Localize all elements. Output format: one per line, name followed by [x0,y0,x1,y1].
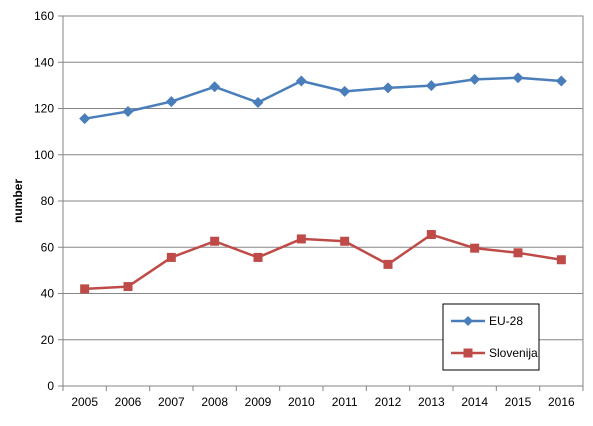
data-point-diamond [295,75,307,87]
x-tick-label: 2010 [288,395,315,409]
y-tick-label: 60 [41,240,55,254]
series-line-slovenija [84,233,562,291]
y-tick-label: 40 [41,287,55,301]
x-tick-label: 2007 [158,395,185,409]
legend-marker-square [463,348,473,358]
x-tick-label: 2009 [245,395,272,409]
data-point-diamond [425,80,437,92]
y-tick-label: 20 [41,333,55,347]
data-point-diamond [122,106,134,118]
legend-marker-diamond [463,316,473,326]
y-axis-title: number [11,179,25,223]
data-point-diamond [165,96,177,108]
gridlines [63,61,583,341]
y-tick-label: 160 [34,9,54,23]
data-point-square [556,255,566,265]
data-point-diamond [382,82,394,94]
data-point-diamond [79,113,91,125]
x-tick-label: 2006 [115,395,142,409]
data-point-square [470,243,480,253]
x-tick-label: 2012 [375,395,402,409]
series-layer [79,72,567,294]
legend-label: EU-28 [489,314,523,328]
y-tick-label: 120 [34,102,54,116]
y-tick-label: 100 [34,148,54,162]
data-point-square [166,252,176,262]
data-point-diamond [339,85,351,97]
data-point-diamond [469,73,481,85]
series-line-eu-28 [84,76,562,120]
legend: EU-28 Slovenija [442,303,540,371]
x-tick-label: 2005 [71,395,98,409]
legend-box [442,303,540,371]
x-tick-label: 2011 [332,395,358,409]
data-point-square [426,230,436,240]
x-tick-label: 2014 [461,395,488,409]
x-tick-label: 2008 [201,395,228,409]
legend-label: Slovenija [489,346,538,360]
axes: 0 20 40 60 80 100 120 140 160 2005 2006 2007 2008 200… [34,9,584,409]
x-tick-label: 2013 [418,395,445,409]
y-tick-label: 80 [41,194,55,208]
data-point-diamond [512,72,524,84]
data-point-square [253,252,263,262]
data-point-square [383,259,393,269]
data-point-diamond [209,81,221,93]
data-point-square [210,236,220,246]
x-tick-label: 2015 [505,395,532,409]
x-tick-label: 2016 [548,395,575,409]
data-point-square [340,236,350,246]
data-point-square [296,234,306,244]
data-point-square [80,284,90,294]
data-point-square [513,248,523,258]
data-point-square [123,282,133,292]
y-tick-label: 0 [47,379,54,393]
y-tick-label: 140 [34,55,54,69]
data-point-diamond [252,96,264,108]
data-point-diamond [555,75,567,87]
